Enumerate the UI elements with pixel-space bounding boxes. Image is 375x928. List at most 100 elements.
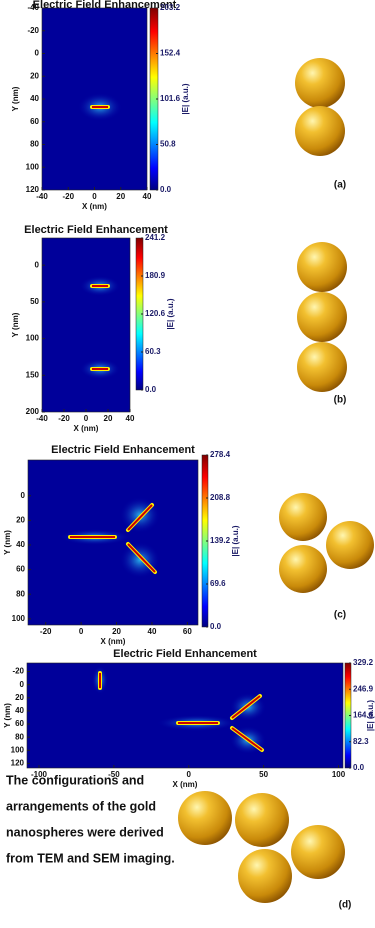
colorbar-tick-label: 152.4 bbox=[160, 49, 181, 58]
y-tick-label: 20 bbox=[30, 71, 39, 80]
y-tick-label: 120 bbox=[11, 759, 25, 768]
chart-title: Electric Field Enhancement bbox=[113, 648, 257, 660]
colorbar-tick-label: 164.6 bbox=[353, 711, 374, 720]
chart-title: Electric Field Enhancement bbox=[51, 444, 195, 456]
x-tick-label: 40 bbox=[148, 627, 157, 636]
caption-line: nanospheres were derived bbox=[6, 825, 164, 839]
y-tick-label: 50 bbox=[30, 297, 39, 306]
y-tick-label: 60 bbox=[15, 719, 24, 728]
x-tick-label: 0 bbox=[84, 414, 89, 423]
y-tick-label: 200 bbox=[26, 407, 40, 416]
y-tick-label: 0 bbox=[21, 491, 26, 500]
y-tick-label: 40 bbox=[15, 706, 24, 715]
y-tick-label: 100 bbox=[26, 162, 40, 171]
colorbar-tick-label: 139.2 bbox=[210, 536, 231, 545]
colorbar-tick-label: 329.2 bbox=[353, 658, 374, 667]
y-tick-label: 100 bbox=[12, 614, 26, 623]
x-tick-label: 60 bbox=[183, 627, 192, 636]
x-axis-label: X (nm) bbox=[82, 202, 107, 211]
colorbar-tick-label: 203.2 bbox=[160, 3, 181, 12]
y-tick-label: -20 bbox=[12, 667, 24, 676]
x-tick-label: -20 bbox=[40, 627, 52, 636]
colorbar: 0.0 82.3 164.6 246.9 329.2 |E| (a.u.) bbox=[344, 658, 375, 772]
field-map bbox=[42, 238, 130, 412]
x-tick-label: -20 bbox=[58, 414, 70, 423]
x-tick-label: -100 bbox=[31, 770, 48, 779]
x-tick-label: 0 bbox=[92, 192, 97, 201]
caption-line: arrangements of the gold bbox=[6, 799, 156, 813]
y-tick-label: 0 bbox=[35, 260, 40, 269]
x-tick-label: 20 bbox=[104, 414, 113, 423]
y-tick-label: 80 bbox=[30, 140, 39, 149]
y-tick-label: 0 bbox=[20, 680, 25, 689]
x-tick-label: -50 bbox=[108, 770, 120, 779]
hotspot bbox=[127, 543, 156, 573]
colorbar: 0.0 50.8 101.6 152.4 203.2 |E| (a.u.) bbox=[149, 3, 190, 194]
colorbar-label: |E| (a.u.) bbox=[166, 298, 175, 329]
colorbar-tick-label: 278.4 bbox=[210, 450, 231, 459]
y-tick-label: 60 bbox=[30, 117, 39, 126]
panel-label: (b) bbox=[334, 395, 347, 406]
y-tick-label: 20 bbox=[16, 515, 25, 524]
x-tick-label: 0 bbox=[79, 627, 84, 636]
plot-frame bbox=[27, 459, 199, 626]
colorbar-tick-label: 208.8 bbox=[210, 493, 231, 502]
chart-title: Electric Field Enhancement bbox=[33, 0, 177, 11]
y-tick-label: 100 bbox=[26, 334, 40, 343]
x-tick-label: -20 bbox=[62, 192, 74, 201]
colorbar-tick-label: 50.8 bbox=[160, 140, 176, 149]
y-tick-label: 80 bbox=[15, 732, 24, 741]
chart-title: Electric Field Enhancement bbox=[24, 224, 168, 236]
colorbar-label: |E| (a.u.) bbox=[366, 700, 375, 731]
hotspot bbox=[231, 695, 261, 719]
hotspot bbox=[127, 504, 153, 531]
colorbar-tick-label: 241.2 bbox=[145, 233, 166, 242]
panel-label: (c) bbox=[334, 610, 346, 621]
x-tick-label: 40 bbox=[143, 192, 152, 201]
colorbar-label: |E| (a.u.) bbox=[231, 525, 240, 556]
x-tick-label: -40 bbox=[36, 414, 48, 423]
y-tick-label: 40 bbox=[30, 94, 39, 103]
y-tick-label: 40 bbox=[16, 540, 25, 549]
x-axis-label: X (nm) bbox=[74, 424, 99, 433]
colorbar: 0.0 60.3 120.6 180.9 241.2 |E| (a.u.) bbox=[135, 233, 175, 394]
x-axis-label: X (nm) bbox=[101, 637, 126, 646]
y-axis-label: Y (nm) bbox=[11, 312, 20, 337]
y-axis-label: Y (nm) bbox=[3, 530, 12, 555]
x-tick-label: 50 bbox=[259, 770, 268, 779]
colorbar-label: |E| (a.u.) bbox=[181, 83, 190, 114]
colorbar-tick-label: 180.9 bbox=[145, 271, 166, 280]
colorbar-tick-label: 101.6 bbox=[160, 94, 181, 103]
colorbar-tick-label: 0.0 bbox=[353, 763, 365, 772]
x-tick-label: -40 bbox=[36, 192, 48, 201]
y-axis-label: Y (nm) bbox=[11, 86, 20, 111]
x-tick-label: 20 bbox=[116, 192, 125, 201]
colorbar-tick-label: 0.0 bbox=[160, 185, 172, 194]
x-tick-label: 0 bbox=[187, 770, 192, 779]
colorbar-tick-label: 82.3 bbox=[353, 737, 369, 746]
y-tick-label: 80 bbox=[16, 589, 25, 598]
y-tick-label: -20 bbox=[27, 26, 39, 35]
caption-line: from TEM and SEM imaging. bbox=[6, 851, 175, 865]
y-tick-label: 0 bbox=[35, 49, 40, 58]
y-axis-label: Y (nm) bbox=[3, 703, 12, 728]
y-tick-label: 60 bbox=[16, 565, 25, 574]
colorbar-tick-label: 0.0 bbox=[210, 622, 222, 631]
x-tick-label: 100 bbox=[332, 770, 346, 779]
y-tick-label: 120 bbox=[26, 185, 40, 194]
panel-label: (a) bbox=[334, 180, 346, 191]
colorbar: 0.0 69.6 139.2 208.8 278.4 |E| (a.u.) bbox=[201, 450, 240, 631]
y-tick-label: -40 bbox=[27, 3, 39, 12]
y-tick-label: 150 bbox=[26, 370, 40, 379]
colorbar-tick-label: 120.6 bbox=[145, 309, 166, 318]
panel-label: (d) bbox=[339, 900, 352, 911]
x-axis-label: X (nm) bbox=[173, 780, 198, 789]
y-tick-label: 100 bbox=[11, 745, 25, 754]
nanospheres bbox=[178, 58, 374, 903]
hotspot bbox=[231, 727, 263, 751]
x-tick-label: 40 bbox=[126, 414, 135, 423]
x-tick-label: 20 bbox=[112, 627, 121, 636]
colorbar-tick-label: 246.9 bbox=[353, 684, 374, 693]
caption-line: The configurations and bbox=[6, 773, 144, 787]
